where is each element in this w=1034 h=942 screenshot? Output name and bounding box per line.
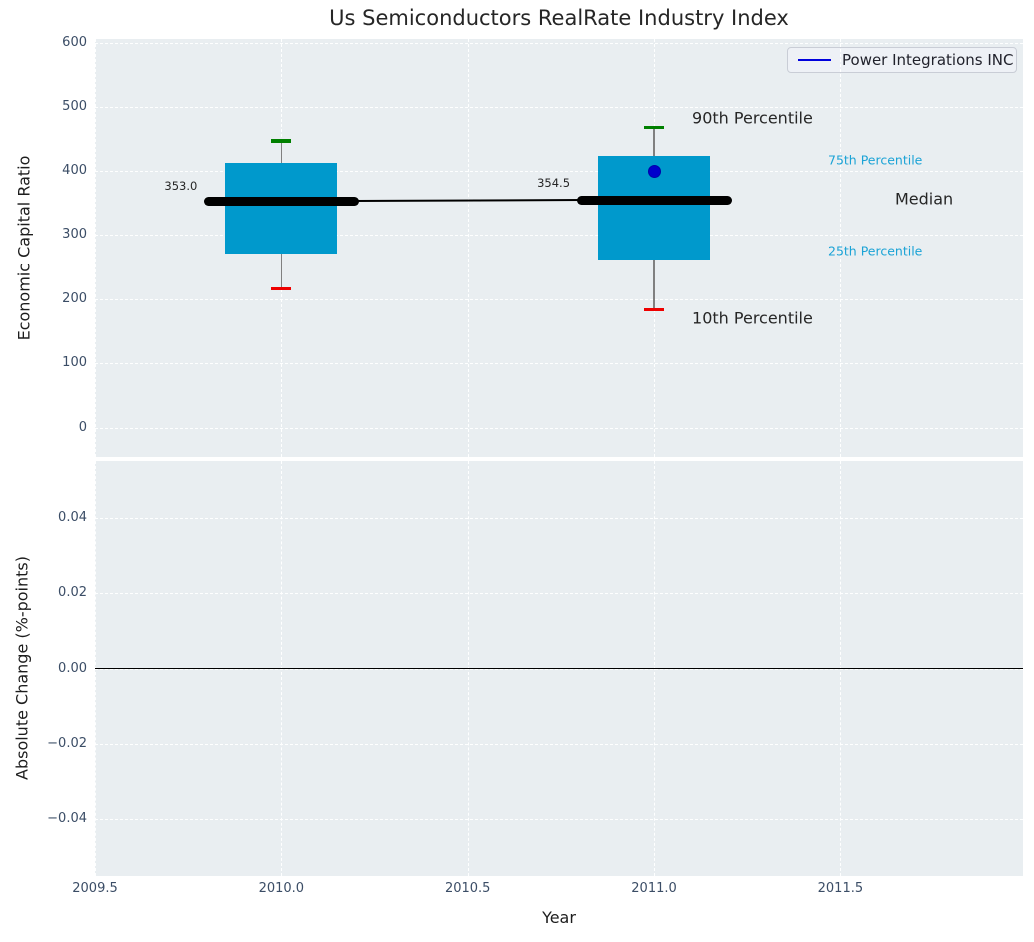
- gridline: [95, 107, 1023, 108]
- gridline: [95, 39, 96, 457]
- gridline: [95, 299, 1023, 300]
- y-tick-label: 300: [35, 227, 87, 243]
- gridline: [95, 593, 1023, 594]
- gridline: [95, 428, 1023, 429]
- gridline: [95, 819, 1023, 820]
- box-iqr: [225, 163, 337, 254]
- y-tick-label: 600: [35, 35, 87, 51]
- annotation-q3_right: 75th Percentile: [828, 152, 922, 167]
- x-tick-label: 2010.5: [433, 881, 503, 897]
- chart-title: Us Semiconductors RealRate Industry Inde…: [95, 6, 1023, 30]
- y-tick-label: 100: [35, 355, 87, 371]
- y-tick-label: −0.02: [35, 736, 87, 752]
- y-tick-label: 500: [35, 99, 87, 115]
- data-point: [648, 165, 661, 178]
- x-axis-label: Year: [95, 908, 1023, 927]
- y-tick-label: 400: [35, 163, 87, 179]
- y-tick-label: 0.02: [35, 585, 87, 601]
- legend-label: Power Integrations INC: [842, 51, 1013, 69]
- y-tick-label: 0.00: [35, 661, 87, 677]
- annotation-whisker_low_2011: 10th Percentile: [692, 308, 813, 327]
- gridline: [95, 363, 1023, 364]
- gridline: [95, 518, 1023, 519]
- annotation-median_right: Median: [895, 190, 953, 209]
- y-tick-label: 0: [35, 420, 87, 436]
- figure: Us Semiconductors RealRate Industry Inde…: [0, 0, 1034, 942]
- series-line-icon: [798, 59, 831, 62]
- gridline: [95, 744, 1023, 745]
- top-y-axis-label: Economic Capital Ratio: [15, 156, 34, 341]
- zero-reference-line: [95, 668, 1023, 670]
- legend: Power Integrations INC: [787, 47, 1017, 73]
- y-tick-label: −0.04: [35, 811, 87, 827]
- y-tick-label: 200: [35, 291, 87, 307]
- gridline: [95, 43, 1023, 44]
- whisker-cap-low: [271, 287, 291, 290]
- x-tick-label: 2011.0: [619, 881, 689, 897]
- x-tick-label: 2010.0: [246, 881, 316, 897]
- median-line: [577, 196, 732, 205]
- median-line: [204, 197, 359, 206]
- y-tick-label: 0.04: [35, 510, 87, 526]
- whisker-cap-low: [644, 308, 664, 311]
- annotation-whisker_high_2011: 90th Percentile: [692, 109, 813, 128]
- x-tick-label: 2009.5: [60, 881, 130, 897]
- whisker-cap-high: [271, 139, 291, 142]
- whisker-cap-high: [644, 126, 664, 129]
- annotation-median_label_2011: 354.5: [537, 176, 570, 190]
- annotation-median_label_2010: 353.0: [164, 179, 197, 193]
- gridline: [468, 39, 469, 457]
- x-tick-label: 2011.5: [805, 881, 875, 897]
- bottom-y-axis-label: Absolute Change (%-points): [13, 556, 32, 780]
- annotation-q1_right: 25th Percentile: [828, 243, 922, 258]
